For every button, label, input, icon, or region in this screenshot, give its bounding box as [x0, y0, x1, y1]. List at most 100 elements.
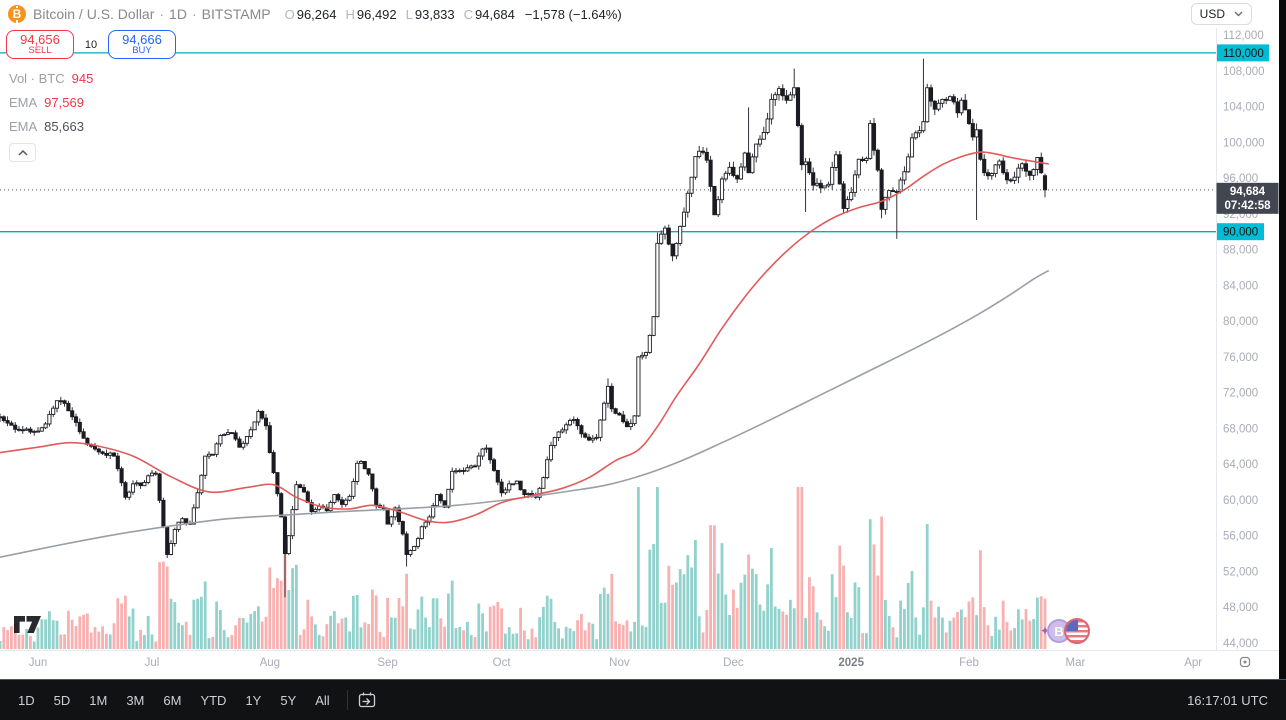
range-button-1m[interactable]: 1M [81, 689, 115, 712]
spread-value: 10 [84, 38, 98, 51]
sell-button[interactable]: 94,656 SELL [6, 30, 74, 59]
time-tick-label: Oct [493, 657, 512, 669]
level-lines[interactable] [0, 52, 1216, 233]
ohlc-values: O 96,264 H 96,492 L 93,833 C 94,684 −1,5… [285, 7, 622, 22]
ema-slow-line[interactable] [0, 269, 1050, 558]
collapse-legend-button[interactable] [9, 143, 36, 162]
time-tick-label: Dec [723, 657, 744, 669]
ema-fast-line[interactable] [0, 151, 1049, 524]
time-tick-label: Jul [145, 657, 160, 669]
interval-label[interactable]: 1D [169, 6, 187, 22]
price-tick-label: 72,000 [1223, 388, 1258, 400]
trade-panel: 94,656 SELL 10 94,666 BUY [6, 30, 176, 59]
date-range-switcher: 1D 5D 1M 3M 6M YTD 1Y 5Y All [10, 689, 338, 712]
range-button-1y[interactable]: 1Y [237, 689, 269, 712]
price-tick-label: 112,000 [1223, 30, 1264, 42]
range-button-1d[interactable]: 1D [10, 689, 43, 712]
volume-label: Vol · BTC [9, 70, 65, 86]
bar-countdown: 07:42:58 [1224, 200, 1271, 212]
chevron-down-icon [1234, 11, 1243, 17]
ema-slow-value: 85,663 [44, 118, 84, 134]
range-button-6m[interactable]: 6M [155, 689, 189, 712]
ema-slow-legend[interactable]: EMA 85,663 [9, 114, 93, 138]
price-tick-label: 44,000 [1223, 638, 1258, 650]
currency-value: USD [1199, 7, 1225, 21]
ema-slow-label: EMA [9, 118, 38, 134]
toolbar-divider [346, 690, 348, 710]
price-tick-label: 68,000 [1223, 423, 1258, 435]
currency-selector[interactable]: USD [1190, 3, 1252, 25]
volume-series [0, 487, 1047, 649]
price-tick-label: 108,000 [1223, 66, 1265, 78]
time-tick-label: Mar [1065, 657, 1085, 669]
bitcoin-icon: B [8, 5, 26, 23]
open-label: O [284, 6, 295, 22]
price-tick-label: 48,000 [1223, 602, 1258, 614]
price-tick-label: 76,000 [1223, 352, 1258, 364]
separator: · [159, 6, 165, 22]
sparkle-icon: ✦ [1040, 624, 1051, 638]
clock[interactable]: 16:17:01 UTC [1187, 692, 1268, 708]
price-chart-canvas[interactable]: 112,000108,000104,000100,00096,00092,000… [0, 0, 1279, 679]
open-value: 96,264 [296, 6, 337, 22]
price-tick-label: 88,000 [1223, 245, 1258, 257]
buy-button[interactable]: 94,666 BUY [108, 30, 176, 59]
time-tick-label: Nov [609, 657, 630, 669]
separator: · [191, 6, 197, 22]
last-price-value: 94,684 [1230, 186, 1266, 198]
calendar-icon [358, 692, 375, 708]
price-scale[interactable]: 112,000108,000104,000100,00096,00092,000… [1216, 30, 1279, 650]
sell-price: 94,656 [20, 31, 60, 47]
price-tick-label: 60,000 [1223, 495, 1258, 507]
price-tick-label: 52,000 [1223, 566, 1258, 578]
range-button-ytd[interactable]: YTD [192, 689, 234, 712]
time-tick-label: Feb [959, 657, 979, 669]
time-scale[interactable]: Jun Jul Aug Sep Oct Nov Dec 2025 Feb Mar Apr [29, 656, 1251, 669]
price-tick-label: 56,000 [1223, 531, 1258, 543]
bottom-toolbar: 1D 5D 1M 3M 6M YTD 1Y 5Y All 16:17:01 UTC [0, 679, 1286, 720]
level-price-label[interactable]: 110,000 [1217, 44, 1269, 62]
price-tick-label: 80,000 [1223, 316, 1258, 328]
pair-logos: ✦ B [1040, 618, 1091, 644]
range-button-all[interactable]: All [307, 689, 337, 712]
low-value: 93,833 [414, 6, 455, 22]
last-price-label[interactable]: 94,684 07:42:58 [1216, 182, 1279, 214]
gear-icon[interactable] [1239, 656, 1251, 668]
range-button-5y[interactable]: 5Y [272, 689, 304, 712]
tradingview-logo[interactable] [14, 616, 41, 638]
us-flag-icon [1064, 618, 1091, 644]
ema-fast-value: 97,569 [44, 94, 84, 110]
range-button-3m[interactable]: 3M [118, 689, 152, 712]
time-tick-label: 2025 [838, 657, 864, 669]
time-tick-label: Jun [29, 657, 48, 669]
volume-value: 945 [71, 70, 94, 86]
svg-text:110,000: 110,000 [1223, 48, 1264, 60]
chevron-up-icon [17, 149, 28, 156]
price-tick-label: 100,000 [1223, 137, 1265, 149]
go-to-date-button[interactable] [357, 691, 377, 709]
low-label: L [405, 6, 413, 22]
time-tick-label: Apr [1184, 657, 1202, 669]
sell-label: SELL [28, 45, 52, 57]
volume-legend[interactable]: Vol · BTC 945 [9, 66, 93, 90]
buy-price: 94,666 [122, 31, 162, 47]
symbol-title[interactable]: Bitcoin / U.S. Dollar [33, 6, 155, 22]
change-value: −1,578 (−1.64%) [524, 6, 622, 22]
price-tick-label: 96,000 [1223, 173, 1258, 185]
candlestick-series [0, 58, 1048, 598]
close-label: C [463, 6, 474, 22]
high-label: H [345, 6, 355, 22]
range-button-5d[interactable]: 5D [46, 689, 79, 712]
exchange-label[interactable]: BITSTAMP [201, 6, 271, 22]
price-tick-label: 84,000 [1223, 280, 1258, 292]
ema-fast-legend[interactable]: EMA 97,569 [9, 90, 93, 114]
svg-text:90,000: 90,000 [1223, 227, 1258, 239]
high-value: 96,492 [356, 6, 397, 22]
close-value: 94,684 [475, 6, 515, 22]
chart-widget: 112,000 108,000 104,000 100,000 96,000 92,000… [0, 0, 1279, 679]
ema-fast-label: EMA [9, 94, 38, 110]
price-tick-label: 104,000 [1223, 102, 1265, 114]
level-price-label[interactable]: 90,000 [1217, 223, 1264, 241]
time-tick-label: Sep [377, 657, 397, 669]
